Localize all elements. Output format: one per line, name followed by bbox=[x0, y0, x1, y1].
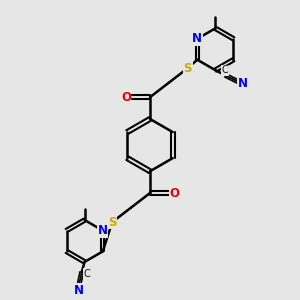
Text: N: N bbox=[192, 32, 202, 45]
Text: S: S bbox=[184, 61, 192, 75]
Text: C: C bbox=[84, 268, 90, 278]
Text: C: C bbox=[222, 65, 228, 75]
Text: N: N bbox=[238, 77, 248, 90]
Text: N: N bbox=[98, 224, 108, 237]
Text: S: S bbox=[108, 216, 116, 229]
Text: O: O bbox=[121, 91, 131, 104]
Text: O: O bbox=[169, 187, 179, 200]
Text: N: N bbox=[74, 284, 84, 297]
